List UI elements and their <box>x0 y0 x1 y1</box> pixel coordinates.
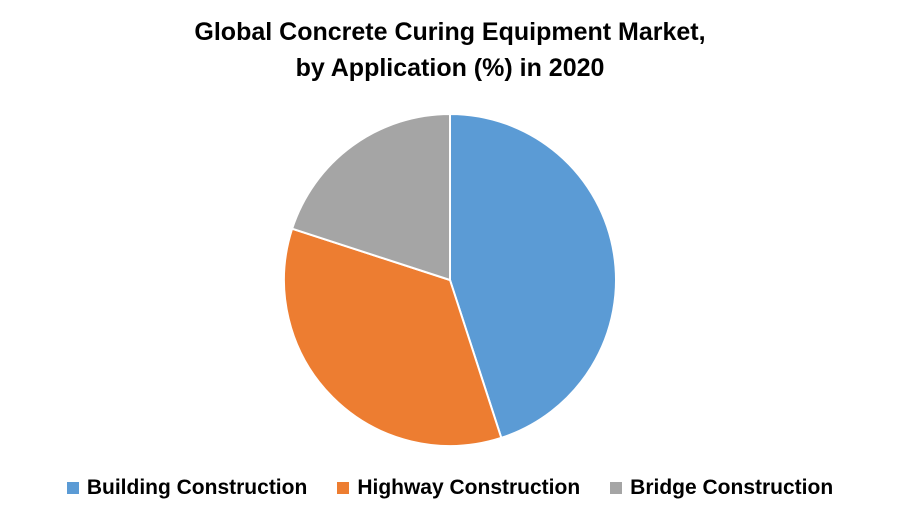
pie-slice-building <box>449 112 617 440</box>
legend-item-building: Building Construction <box>66 476 308 500</box>
legend-label-highway: Highway Construction <box>357 476 581 499</box>
legend-swatch-building <box>66 482 79 494</box>
legend-label-bridge: Bridge Construction <box>630 476 834 499</box>
pie-slice-bridge <box>290 112 451 282</box>
chart-title: Global Concrete Curing Equipment Market,… <box>0 14 900 86</box>
legend-item-bridge: Bridge Construction <box>610 476 833 500</box>
legend-item-highway: Highway Construction <box>337 476 580 500</box>
chart-title-line-1: Global Concrete Curing Equipment Market, <box>194 18 706 46</box>
chart-title-line-2: by Application (%) in 2020 <box>295 54 605 82</box>
pie-slice-highway <box>283 227 503 447</box>
pie-slices <box>283 112 617 447</box>
legend-swatch-highway <box>337 482 350 494</box>
legend: Building Construction Highway Constructi… <box>0 476 900 500</box>
legend-swatch-bridge <box>610 482 623 494</box>
legend-label-building: Building Construction <box>86 476 308 499</box>
